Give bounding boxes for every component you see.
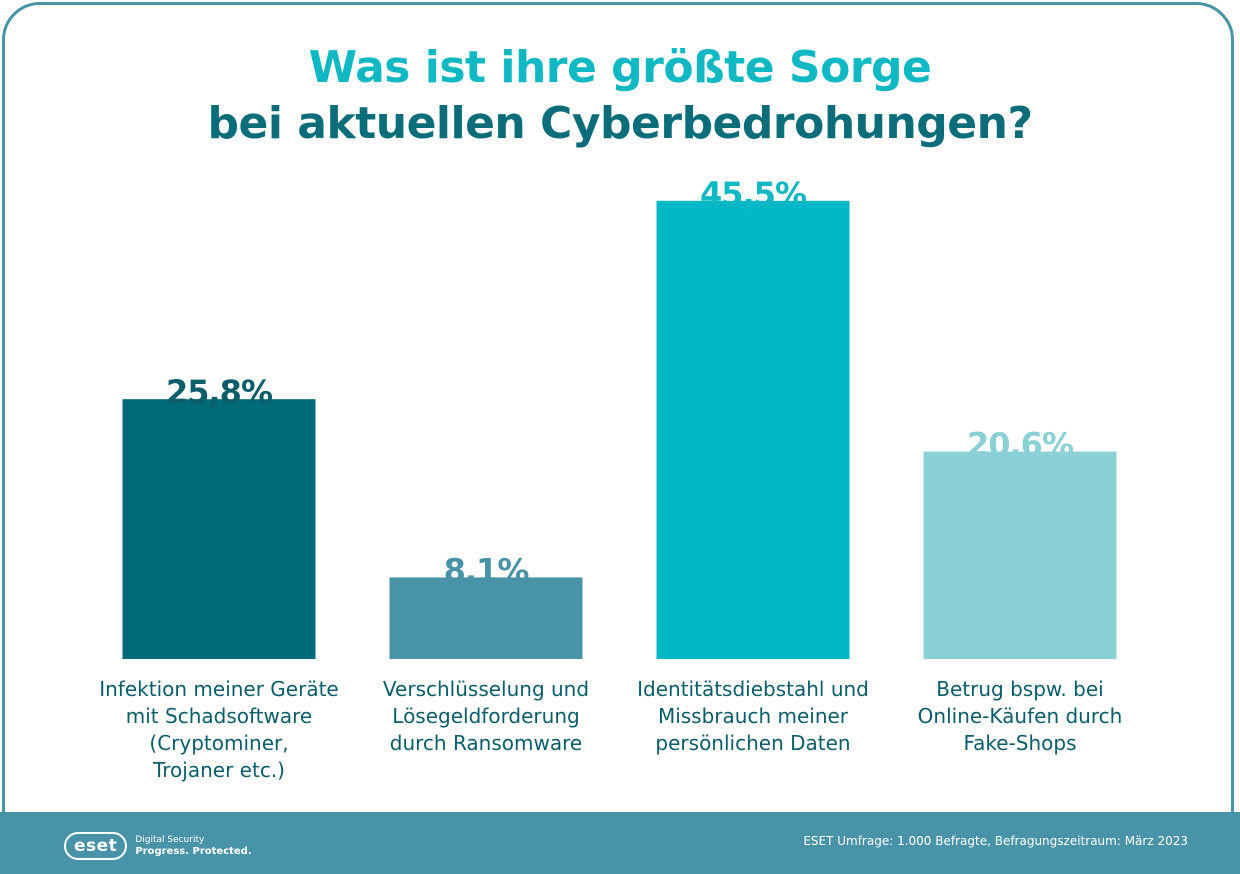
value-labels-group: 25,8% 8,1% 45,5% 20,6% xyxy=(166,175,1075,590)
source-note: ESET Umfrage: 1.000 Befragte, Befragungs… xyxy=(803,834,1188,848)
bars-group xyxy=(122,200,1117,659)
logo-tagline-2: Progress. Protected. xyxy=(135,846,252,857)
bar-value-label-4: 20,6% xyxy=(967,426,1074,464)
bar-value-label-2: 8,1% xyxy=(444,551,530,589)
title-line-1: Was ist ihre größte Sorge xyxy=(308,42,932,93)
bar-2 xyxy=(389,577,583,659)
eset-logo: eset Digital Security Progress. Protecte… xyxy=(64,832,252,860)
logo-tagline-1: Digital Security xyxy=(135,835,205,845)
bar-value-label-3: 45,5% xyxy=(700,175,807,213)
bar-3 xyxy=(656,200,850,659)
bar-4 xyxy=(923,451,1117,659)
footer: eset Digital Security Progress. Protecte… xyxy=(0,812,1240,874)
bar-1 xyxy=(122,399,316,659)
title-line-2: bei aktuellen Cyberbedrohungen? xyxy=(207,98,1033,149)
eset-logo-mark: eset xyxy=(64,832,128,860)
chart-title: Was ist ihre größte Sorge bei aktuellen … xyxy=(0,40,1240,152)
category-label-1: Infektion meiner Geräte mit Schadsoftwar… xyxy=(99,677,339,782)
category-label-2: Verschlüsselung und Lösegeldforderung du… xyxy=(382,677,590,755)
logo-tagline: Digital Security Progress. Protected. xyxy=(135,835,251,857)
category-label-4: Betrug bspw. bei Online-Käufen durch Fak… xyxy=(917,677,1123,755)
category-label-3: Identitätsdiebstahl und Missbrauch meine… xyxy=(637,677,869,755)
bar-value-label-1: 25,8% xyxy=(166,373,273,411)
